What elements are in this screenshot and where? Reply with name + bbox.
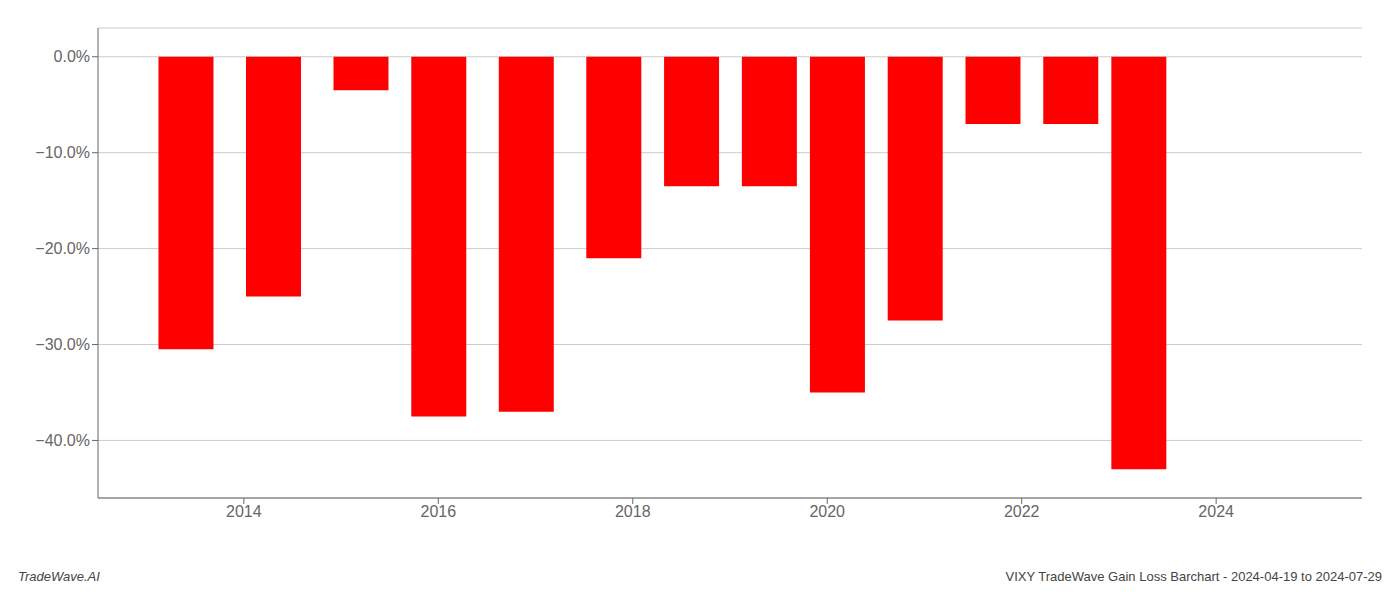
html-text:TradeWave.AI: TradeWave.AI — [18, 569, 100, 584]
svg-text:2018: 2018 — [615, 503, 651, 520]
svg-text:2014: 2014 — [226, 503, 262, 520]
svg-text:2022: 2022 — [1004, 503, 1040, 520]
svg-text:2016: 2016 — [421, 503, 457, 520]
svg-text:−20.0%: −20.0% — [35, 240, 90, 257]
svg-text:0.0%: 0.0% — [54, 48, 90, 65]
svg-text:−30.0%: −30.0% — [35, 336, 90, 353]
svg-text:2024: 2024 — [1198, 503, 1234, 520]
svg-text:−40.0%: −40.0% — [35, 432, 90, 449]
html-text:VIXY TradeWave Gain Loss Barch: VIXY TradeWave Gain Loss Barchart - 2024… — [1005, 569, 1382, 584]
svg-text:−10.0%: −10.0% — [35, 144, 90, 161]
svg-text:2020: 2020 — [809, 503, 845, 520]
